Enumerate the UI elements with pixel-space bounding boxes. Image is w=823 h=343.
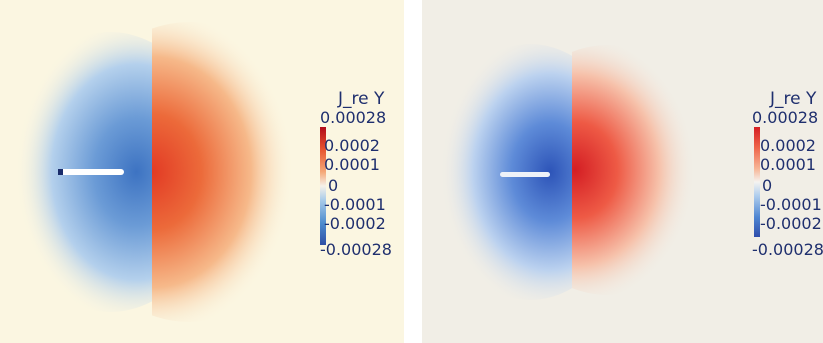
left-field-plot	[0, 0, 404, 343]
colorbar-tick: 0	[328, 176, 339, 195]
colorbar-tick: -0.0002	[760, 214, 822, 233]
negative-lobe	[430, 44, 572, 300]
colorbar-gradient	[754, 127, 760, 237]
colorbar-tick: 0.00028	[752, 108, 819, 127]
colorbar-tick: 0.00028	[320, 108, 387, 127]
colorbar-tick: 0	[762, 176, 773, 195]
colorbar-tick: 0.0002	[324, 136, 380, 155]
conductor-strip	[58, 169, 124, 175]
right-field-panel: J_re Y 0.00028 0.0002 0.0001 0 -0.0001 -…	[422, 0, 823, 343]
colorbar-title: J_re Y	[338, 89, 385, 109]
colorbar-tick: 0.0002	[760, 136, 816, 155]
colorbar-tick: -0.0001	[760, 195, 822, 214]
positive-lobe	[152, 22, 320, 322]
left-field-panel: J_re Y 0.00028 0.0002 0.0001 0 -0.0001 -…	[0, 0, 404, 343]
colorbar-title: J_re Y	[770, 89, 817, 109]
colorbar-tick: -0.0002	[324, 214, 386, 233]
colorbar-tick: -0.00028	[320, 240, 392, 259]
conductor-strip	[500, 172, 550, 177]
colorbar-tick: 0.0001	[760, 155, 816, 174]
colorbar-tick: -0.00028	[752, 240, 823, 259]
colorbar-tick: 0.0001	[324, 155, 380, 174]
colorbar-tick: -0.0001	[324, 195, 386, 214]
positive-lobe	[572, 45, 718, 295]
colorbar-gradient	[320, 127, 326, 245]
